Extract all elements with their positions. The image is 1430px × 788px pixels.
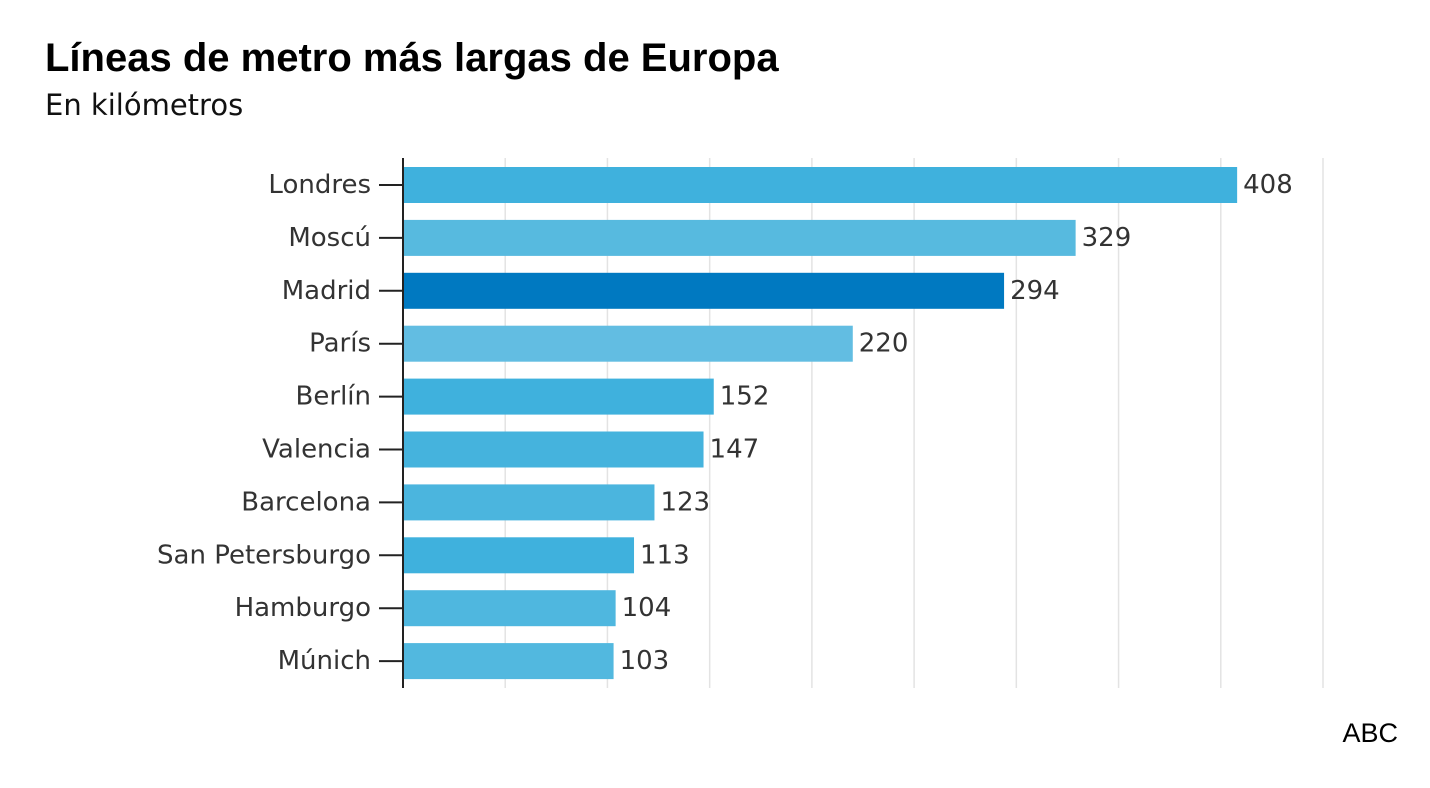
value-label: 408 bbox=[1243, 170, 1293, 200]
bar bbox=[403, 378, 714, 415]
labels: Londres 408 Moscú 329 Madrid 294 París 220 Berlí… bbox=[157, 170, 1293, 676]
bar bbox=[403, 325, 853, 362]
value-label: 103 bbox=[620, 646, 670, 676]
bar bbox=[403, 219, 1076, 256]
bar bbox=[403, 431, 704, 468]
category-label: París bbox=[309, 329, 371, 359]
bar bbox=[403, 643, 614, 680]
bar bbox=[403, 484, 655, 521]
bars bbox=[403, 167, 1238, 680]
bar bbox=[403, 167, 1238, 203]
category-label: Hamburgo bbox=[235, 593, 371, 623]
value-label: 329 bbox=[1082, 223, 1132, 253]
y-axis bbox=[379, 158, 404, 688]
value-label: 147 bbox=[710, 435, 760, 465]
category-label: Múnich bbox=[278, 646, 371, 676]
value-label: 113 bbox=[640, 540, 690, 570]
value-label: 152 bbox=[720, 382, 770, 412]
chart-subtitle: En kilómetros bbox=[45, 88, 244, 122]
bar bbox=[403, 537, 635, 574]
value-label: 294 bbox=[1010, 276, 1060, 306]
category-label: Moscú bbox=[288, 223, 371, 253]
category-label: Madrid bbox=[282, 276, 371, 306]
source-label: ABC bbox=[1342, 718, 1398, 748]
category-label: San Petersburgo bbox=[157, 540, 371, 570]
value-label: 220 bbox=[859, 329, 909, 359]
category-label: Barcelona bbox=[241, 487, 371, 517]
category-label: Valencia bbox=[262, 435, 371, 465]
category-label: Berlín bbox=[296, 382, 371, 412]
chart-title: Líneas de metro más largas de Europa bbox=[45, 36, 779, 80]
value-label: 123 bbox=[660, 487, 710, 517]
bar bbox=[403, 590, 616, 627]
bar bbox=[403, 272, 1005, 309]
value-label: 104 bbox=[622, 593, 672, 623]
category-label: Londres bbox=[268, 170, 371, 200]
